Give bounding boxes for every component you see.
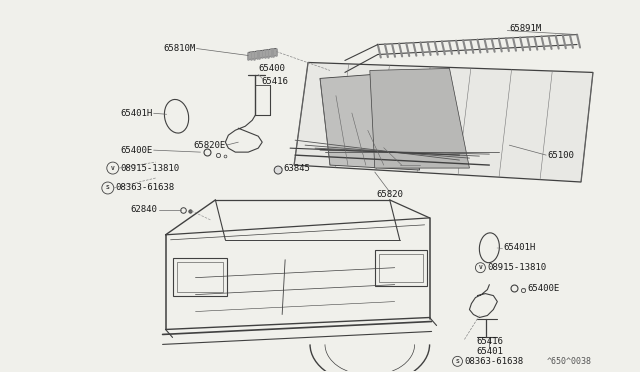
Text: 08915-13810: 08915-13810 <box>488 263 547 272</box>
Text: 65416: 65416 <box>476 337 503 346</box>
Polygon shape <box>370 68 469 168</box>
Text: 65820: 65820 <box>376 190 403 199</box>
Text: 65416: 65416 <box>261 77 288 86</box>
Bar <box>379 254 422 282</box>
Text: 65400E: 65400E <box>527 284 559 293</box>
Bar <box>173 258 227 296</box>
Text: 65401: 65401 <box>476 347 503 356</box>
Circle shape <box>274 166 282 174</box>
Text: ^650^0038: ^650^0038 <box>547 357 592 366</box>
Text: V: V <box>479 265 483 270</box>
Text: V: V <box>111 166 115 171</box>
Text: 65401H: 65401H <box>120 109 152 118</box>
Text: 65400: 65400 <box>258 64 285 73</box>
Text: 08915-13810: 08915-13810 <box>121 164 180 173</box>
Text: 65400E: 65400E <box>120 145 152 155</box>
Polygon shape <box>320 73 420 170</box>
Text: 65820E: 65820E <box>193 141 225 150</box>
Bar <box>177 262 223 292</box>
Text: 62840: 62840 <box>131 205 157 214</box>
Text: 65401H: 65401H <box>503 243 536 252</box>
Text: 08363-61638: 08363-61638 <box>465 357 524 366</box>
Text: S: S <box>456 359 460 364</box>
Text: 65100: 65100 <box>547 151 574 160</box>
Text: 65891M: 65891M <box>509 24 541 33</box>
Polygon shape <box>294 62 593 182</box>
Text: 63845: 63845 <box>283 164 310 173</box>
Text: 65810M: 65810M <box>163 44 195 53</box>
Text: S: S <box>106 186 109 190</box>
Text: 08363-61638: 08363-61638 <box>116 183 175 192</box>
Bar <box>375 250 427 286</box>
